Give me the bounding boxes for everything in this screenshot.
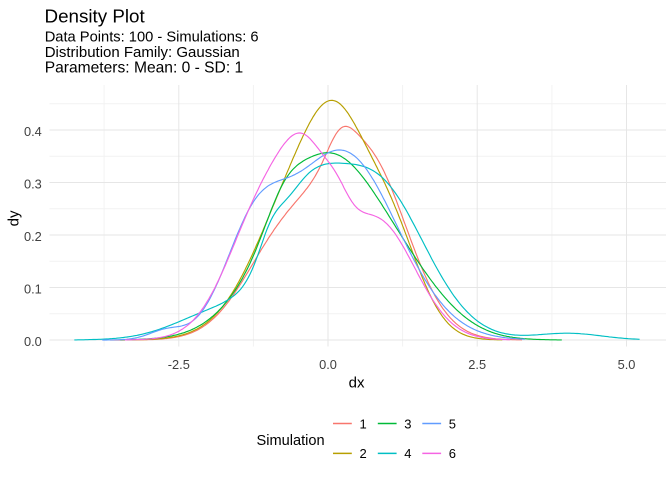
svg-text:Simulation: Simulation: [257, 433, 325, 449]
svg-text:1: 1: [360, 416, 367, 431]
svg-text:dx: dx: [349, 375, 365, 392]
svg-text:Distribution Family: Gaussian: Distribution Family: Gaussian: [45, 44, 240, 61]
svg-text:0.3: 0.3: [24, 177, 42, 192]
svg-text:2.5: 2.5: [468, 357, 486, 372]
svg-text:5.0: 5.0: [618, 357, 636, 372]
svg-text:Density Plot: Density Plot: [45, 5, 146, 26]
svg-text:dy: dy: [6, 210, 23, 226]
svg-text:4: 4: [404, 446, 411, 461]
svg-text:5: 5: [449, 416, 456, 431]
svg-text:Parameters: Mean: 0 - SD: 1: Parameters: Mean: 0 - SD: 1: [45, 59, 243, 76]
svg-text:2: 2: [360, 446, 367, 461]
svg-text:3: 3: [404, 416, 411, 431]
svg-text:0.2: 0.2: [24, 229, 42, 244]
svg-text:6: 6: [449, 446, 456, 461]
svg-text:Data Points: 100 - Simulations: Data Points: 100 - Simulations: 6: [45, 30, 259, 46]
svg-text:0.4: 0.4: [24, 124, 42, 139]
svg-text:0.0: 0.0: [24, 334, 42, 349]
svg-text:-2.5: -2.5: [168, 357, 190, 372]
svg-text:0.0: 0.0: [319, 357, 337, 372]
svg-text:0.1: 0.1: [24, 282, 42, 297]
